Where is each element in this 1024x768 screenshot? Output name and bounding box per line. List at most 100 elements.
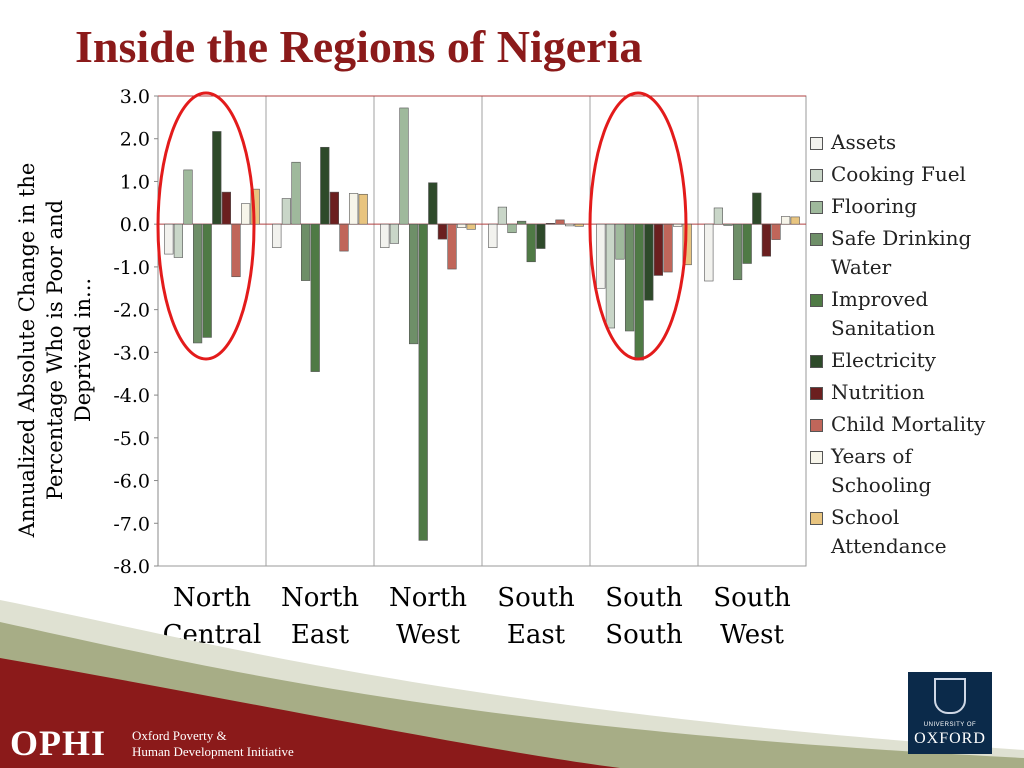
bar: [466, 223, 476, 230]
ophi-name-line-1: Oxford Poverty &: [132, 728, 227, 743]
bar: [428, 182, 438, 225]
bar: [212, 131, 222, 225]
x-category-label: South: [605, 620, 683, 650]
bar: [507, 223, 517, 234]
x-category-label: North: [281, 583, 359, 613]
legend-label-line: Attendance: [831, 534, 947, 558]
bar: [526, 223, 536, 263]
legend-swatch: [810, 387, 823, 400]
y-tick-label: 1.0: [120, 171, 150, 193]
legend-label: School Attendance: [831, 503, 1020, 561]
x-category-label: South: [713, 583, 791, 613]
bar: [408, 223, 419, 345]
x-category-label: South: [497, 583, 575, 613]
legend-swatch: [810, 294, 823, 307]
legend-label-line: Nutrition: [831, 380, 925, 404]
bar: [564, 223, 575, 227]
bar: [555, 219, 565, 225]
legend-label: Cooking Fuel: [831, 160, 1020, 189]
x-category-label: West: [396, 620, 460, 650]
y-tick-label: -4.0: [113, 385, 150, 407]
bar: [605, 223, 615, 329]
bar: [281, 198, 292, 225]
bar: [574, 223, 584, 227]
legend-swatch: [810, 419, 823, 432]
footer-band: [0, 600, 1024, 768]
x-category-label: North: [173, 583, 251, 613]
bar: [771, 223, 781, 240]
bar: [545, 223, 555, 225]
legend-swatch: [810, 169, 823, 182]
bar: [231, 223, 241, 278]
legend-swatch: [810, 233, 823, 246]
highlight-ellipse: [588, 91, 688, 361]
bar: [672, 223, 683, 227]
legend-label: Years of Schooling: [831, 442, 1020, 500]
highlight-ellipse: [156, 91, 256, 361]
legend-item: Improved Sanitation: [810, 285, 1020, 343]
legend-label-line: Flooring: [831, 194, 917, 218]
bar: [329, 191, 340, 225]
bar: [358, 193, 368, 225]
legend-swatch: [810, 512, 823, 525]
legend-label: Assets: [831, 128, 1020, 157]
y-tick-label: -7.0: [113, 513, 150, 535]
legend-label-line: Years of: [831, 444, 912, 468]
legend-label-line: Water: [831, 255, 892, 279]
x-category-label: South: [605, 583, 683, 613]
oxford-logo: UNIVERSITY OF OXFORD: [908, 672, 992, 754]
bar: [497, 206, 508, 225]
legend-item: Years of Schooling: [810, 442, 1020, 500]
legend-item: Nutrition: [810, 378, 1020, 407]
y-tick-label: -8.0: [113, 556, 150, 578]
y-tick-label: -3.0: [113, 342, 150, 364]
legend-label-line: School: [831, 505, 900, 529]
y-tick-label: -5.0: [113, 428, 150, 450]
bar: [164, 223, 174, 255]
bar: [742, 223, 752, 264]
legend-item: Child Mortality: [810, 410, 1020, 439]
y-tick-label: -1.0: [113, 257, 150, 279]
legend-label: Flooring: [831, 192, 1020, 221]
legend-swatch: [810, 137, 823, 150]
legend-label: Electricity: [831, 346, 1020, 375]
bar: [202, 223, 212, 338]
bar: [173, 223, 184, 258]
legend-item: Safe Drinking Water: [810, 224, 1020, 282]
legend-label-line: Safe Drinking: [831, 226, 972, 250]
bar: [653, 223, 663, 276]
legend-swatch: [810, 451, 823, 464]
y-tick-label: -6.0: [113, 471, 150, 493]
bar: [615, 223, 625, 260]
bar: [291, 161, 301, 225]
legend-label: Nutrition: [831, 378, 1020, 407]
bar: [761, 223, 771, 257]
bar: [752, 192, 762, 225]
legend-label: Improved Sanitation: [831, 285, 1020, 343]
bar: [780, 216, 791, 225]
bar: [723, 223, 733, 226]
bar: [300, 223, 311, 281]
bar: [634, 223, 644, 361]
bar: [644, 223, 654, 301]
legend-swatch: [810, 355, 823, 368]
ophi-logo: OPHI: [10, 723, 107, 763]
bar: [193, 223, 203, 344]
legend-label-line: Assets: [831, 130, 897, 154]
bar: [447, 223, 457, 270]
bar: [380, 223, 390, 248]
bar: [310, 223, 320, 372]
bar: [348, 193, 359, 225]
legend-label-line: Improved: [831, 287, 929, 311]
y-tick-label: -2.0: [113, 300, 150, 322]
footer-swoosh-red: [0, 658, 620, 768]
ophi-name-line-2: Human Development Initiative: [132, 744, 294, 759]
bar: [272, 223, 282, 248]
bar: [704, 223, 714, 282]
oxford-crest-icon: [934, 678, 966, 714]
legend-item: School Attendance: [810, 503, 1020, 561]
legend-label-line: Electricity: [831, 348, 936, 372]
x-category-label: West: [720, 620, 784, 650]
legend-label-line: Child Mortality: [831, 412, 986, 436]
